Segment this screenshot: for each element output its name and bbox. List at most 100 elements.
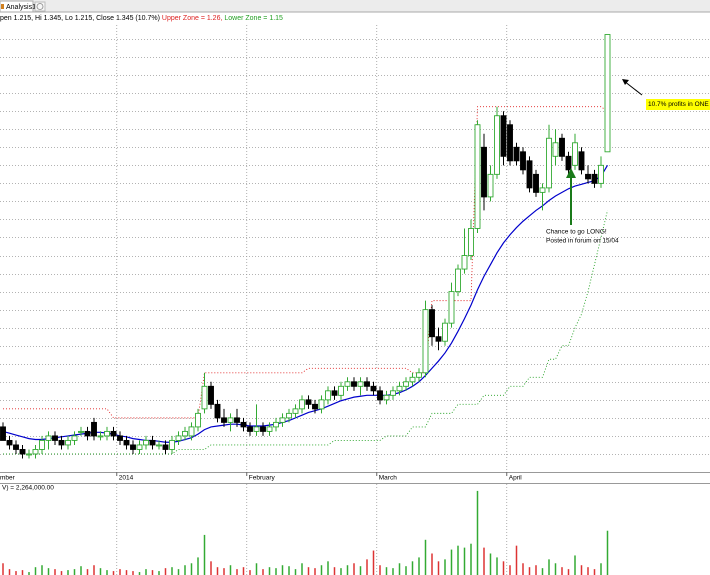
volume-bar: [145, 569, 147, 575]
candle-body: [130, 444, 136, 450]
zone-line: [3, 210, 608, 455]
volume-bar: [327, 561, 329, 575]
upper-zone-text: Upper Zone = 1.26,: [162, 15, 223, 22]
new-tab-button[interactable]: [34, 1, 46, 12]
volume-bar: [359, 566, 362, 575]
volume-bar: [2, 563, 4, 575]
candle-body: [32, 449, 39, 455]
volume-bar: [288, 566, 290, 575]
candle-body: [357, 381, 364, 387]
candle-body: [351, 381, 357, 387]
candle-body: [19, 449, 26, 455]
candle-body: [136, 444, 143, 450]
x-tick-label: April: [509, 475, 523, 482]
volume-bar: [587, 567, 589, 575]
volume-bar: [379, 565, 381, 575]
volume-bar: [567, 569, 570, 575]
volume-bar: [112, 571, 115, 575]
volume-bar: [99, 568, 102, 575]
volume-bar: [502, 561, 505, 575]
volume-bar: [366, 559, 368, 575]
lower-zone-text: Lower Zone = 1.15: [224, 15, 283, 22]
volume-bar: [463, 547, 466, 575]
candle-body: [26, 453, 32, 456]
volume-bar: [216, 567, 219, 575]
candle-body: [260, 426, 266, 432]
candle-body: [13, 444, 19, 450]
volume-bar: [197, 557, 199, 575]
volume-bar: [600, 563, 602, 575]
volume-bar: [470, 543, 472, 575]
moving-average: [2, 165, 609, 443]
volume-bar: [223, 568, 225, 575]
candle-body: [435, 336, 442, 342]
volume-bar: [301, 563, 303, 575]
volume-bar: [496, 557, 498, 575]
candle-body: [227, 417, 234, 423]
candle-body: [578, 151, 585, 171]
ohlc-text: pen 1.215, Hi 1.345, Lo 1.215, Close 1.3…: [0, 15, 160, 22]
volume-bar: [41, 565, 43, 575]
volume-bar: [528, 567, 531, 575]
candle-body: [331, 390, 338, 396]
volume-bar: [132, 571, 134, 575]
candle-body: [45, 435, 52, 441]
volume-bar: [210, 561, 212, 575]
candle-body: [494, 115, 500, 175]
x-tick-label: February: [249, 475, 276, 482]
candle-body: [6, 439, 13, 446]
candle-body: [409, 376, 416, 383]
candle-body: [286, 412, 292, 419]
candle-body: [0, 426, 6, 441]
candle-body: [338, 385, 344, 396]
candle-body: [533, 173, 539, 193]
candle-body: [552, 142, 559, 157]
volume-bar: [86, 569, 89, 575]
volume-bar: [522, 563, 524, 575]
candle-body: [221, 417, 227, 423]
candle-body: [97, 435, 104, 438]
candle-body: [143, 439, 149, 446]
volume-bar: [106, 570, 108, 575]
volume-bar: [554, 563, 557, 575]
volume-bar: [34, 567, 37, 575]
candle-body: [91, 421, 97, 437]
volume-bar: [47, 568, 50, 575]
volume-bar: [275, 568, 277, 575]
volume-bar: [262, 569, 264, 575]
candle-body: [461, 255, 468, 270]
volume-bar: [281, 565, 284, 575]
volume-bar: [340, 568, 342, 575]
candle-body: [110, 430, 117, 437]
arrow-head: [566, 168, 576, 178]
candle-body: [416, 372, 422, 378]
candle-body: [305, 399, 312, 405]
new-tab-icon: [36, 3, 44, 10]
tab-bar: [0, 0, 710, 12]
volume-bar: [184, 565, 186, 575]
candle-body: [513, 146, 520, 162]
candle-body: [325, 390, 331, 401]
annotation: Chance to go LONG!: [546, 229, 607, 236]
volume-bar: [574, 555, 576, 575]
volume-bar: [437, 561, 440, 575]
volume-bar: [249, 570, 251, 575]
x-tick-label: March: [379, 475, 397, 482]
candle-body: [604, 34, 611, 153]
candle-body: [546, 137, 552, 189]
volume-bar: [333, 567, 336, 575]
candle-body: [396, 385, 403, 392]
volume-bar: [561, 567, 563, 575]
candle-body: [487, 173, 494, 198]
candle-body: [364, 381, 370, 387]
candle-body: [240, 421, 247, 428]
candle-body: [370, 385, 377, 392]
volume-bar: [320, 565, 323, 575]
volume-bar: [138, 572, 141, 575]
candle-body: [253, 426, 260, 432]
volume-bar: [535, 565, 537, 575]
candle-body: [58, 439, 65, 446]
volume-bar: [54, 569, 56, 575]
candle-body: [273, 421, 279, 428]
candle-body: [214, 403, 221, 419]
